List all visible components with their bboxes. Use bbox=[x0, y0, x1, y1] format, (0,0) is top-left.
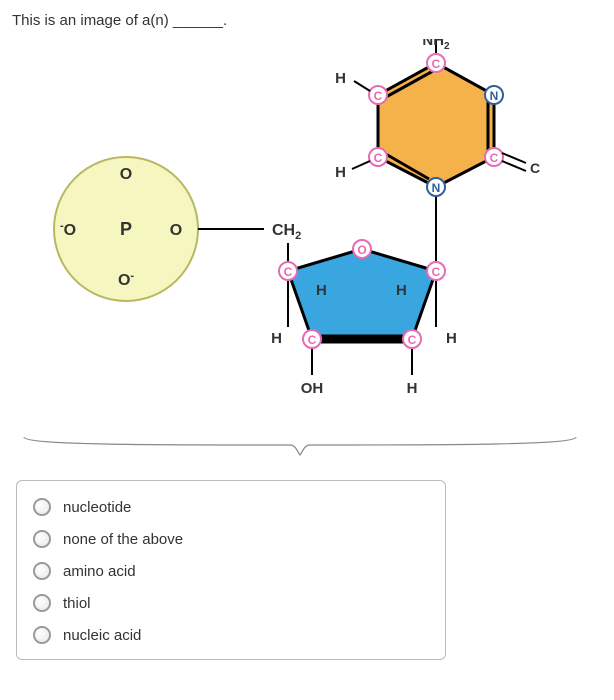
base-c-3: C bbox=[374, 89, 383, 103]
option-amino-acid[interactable]: amino acid bbox=[29, 555, 433, 587]
phosphate-o-top: O bbox=[120, 166, 132, 183]
sugar-h-2: H bbox=[271, 330, 282, 347]
sugar-o: O bbox=[357, 243, 366, 257]
option-label: none of the above bbox=[63, 531, 183, 548]
base-c-4: C bbox=[374, 151, 383, 165]
radio-icon[interactable] bbox=[33, 498, 51, 516]
radio-icon[interactable] bbox=[33, 594, 51, 612]
sugar-c-4: C bbox=[308, 333, 317, 347]
phosphate-o-right: O bbox=[170, 222, 182, 239]
radio-icon[interactable] bbox=[33, 530, 51, 548]
sugar-c-1: C bbox=[284, 265, 293, 279]
sugar-h-5: H bbox=[407, 380, 418, 397]
sugar-h-1: H bbox=[316, 282, 327, 299]
base-n-2: N bbox=[490, 89, 499, 103]
option-label: nucleotide bbox=[63, 499, 131, 516]
sugar-c-3: C bbox=[408, 333, 417, 347]
base-h-1: H bbox=[335, 70, 346, 87]
base-c-1: C bbox=[490, 151, 499, 165]
phosphorus-label: P bbox=[120, 219, 132, 239]
option-thiol[interactable]: thiol bbox=[29, 587, 433, 619]
base-c-2: C bbox=[432, 57, 441, 71]
option-nucleotide[interactable]: nucleotide bbox=[29, 491, 433, 523]
sugar-ring bbox=[288, 249, 436, 339]
option-none[interactable]: none of the above bbox=[29, 523, 433, 555]
question-text: This is an image of a(n) ______. bbox=[12, 12, 604, 29]
sugar-h-3: H bbox=[396, 282, 407, 299]
base-c-ext: C bbox=[530, 160, 540, 176]
option-label: thiol bbox=[63, 595, 91, 612]
sugar-oh: OH bbox=[301, 380, 324, 397]
base-ring bbox=[378, 63, 494, 187]
molecule-diagram: P O O O- -O CH2 C O C C C H H H H OH H bbox=[10, 39, 604, 439]
ch2-label: CH2 bbox=[272, 222, 301, 242]
option-nucleic-acid[interactable]: nucleic acid bbox=[29, 619, 433, 651]
radio-icon[interactable] bbox=[33, 562, 51, 580]
option-label: amino acid bbox=[63, 563, 136, 580]
sugar-c-2: C bbox=[432, 265, 441, 279]
sugar-h-4: H bbox=[446, 330, 457, 347]
base-h-2: H bbox=[335, 164, 346, 181]
options-panel: nucleotide none of the above amino acid … bbox=[16, 480, 446, 660]
base-n-1: N bbox=[432, 181, 441, 195]
radio-icon[interactable] bbox=[33, 626, 51, 644]
option-label: nucleic acid bbox=[63, 627, 141, 644]
